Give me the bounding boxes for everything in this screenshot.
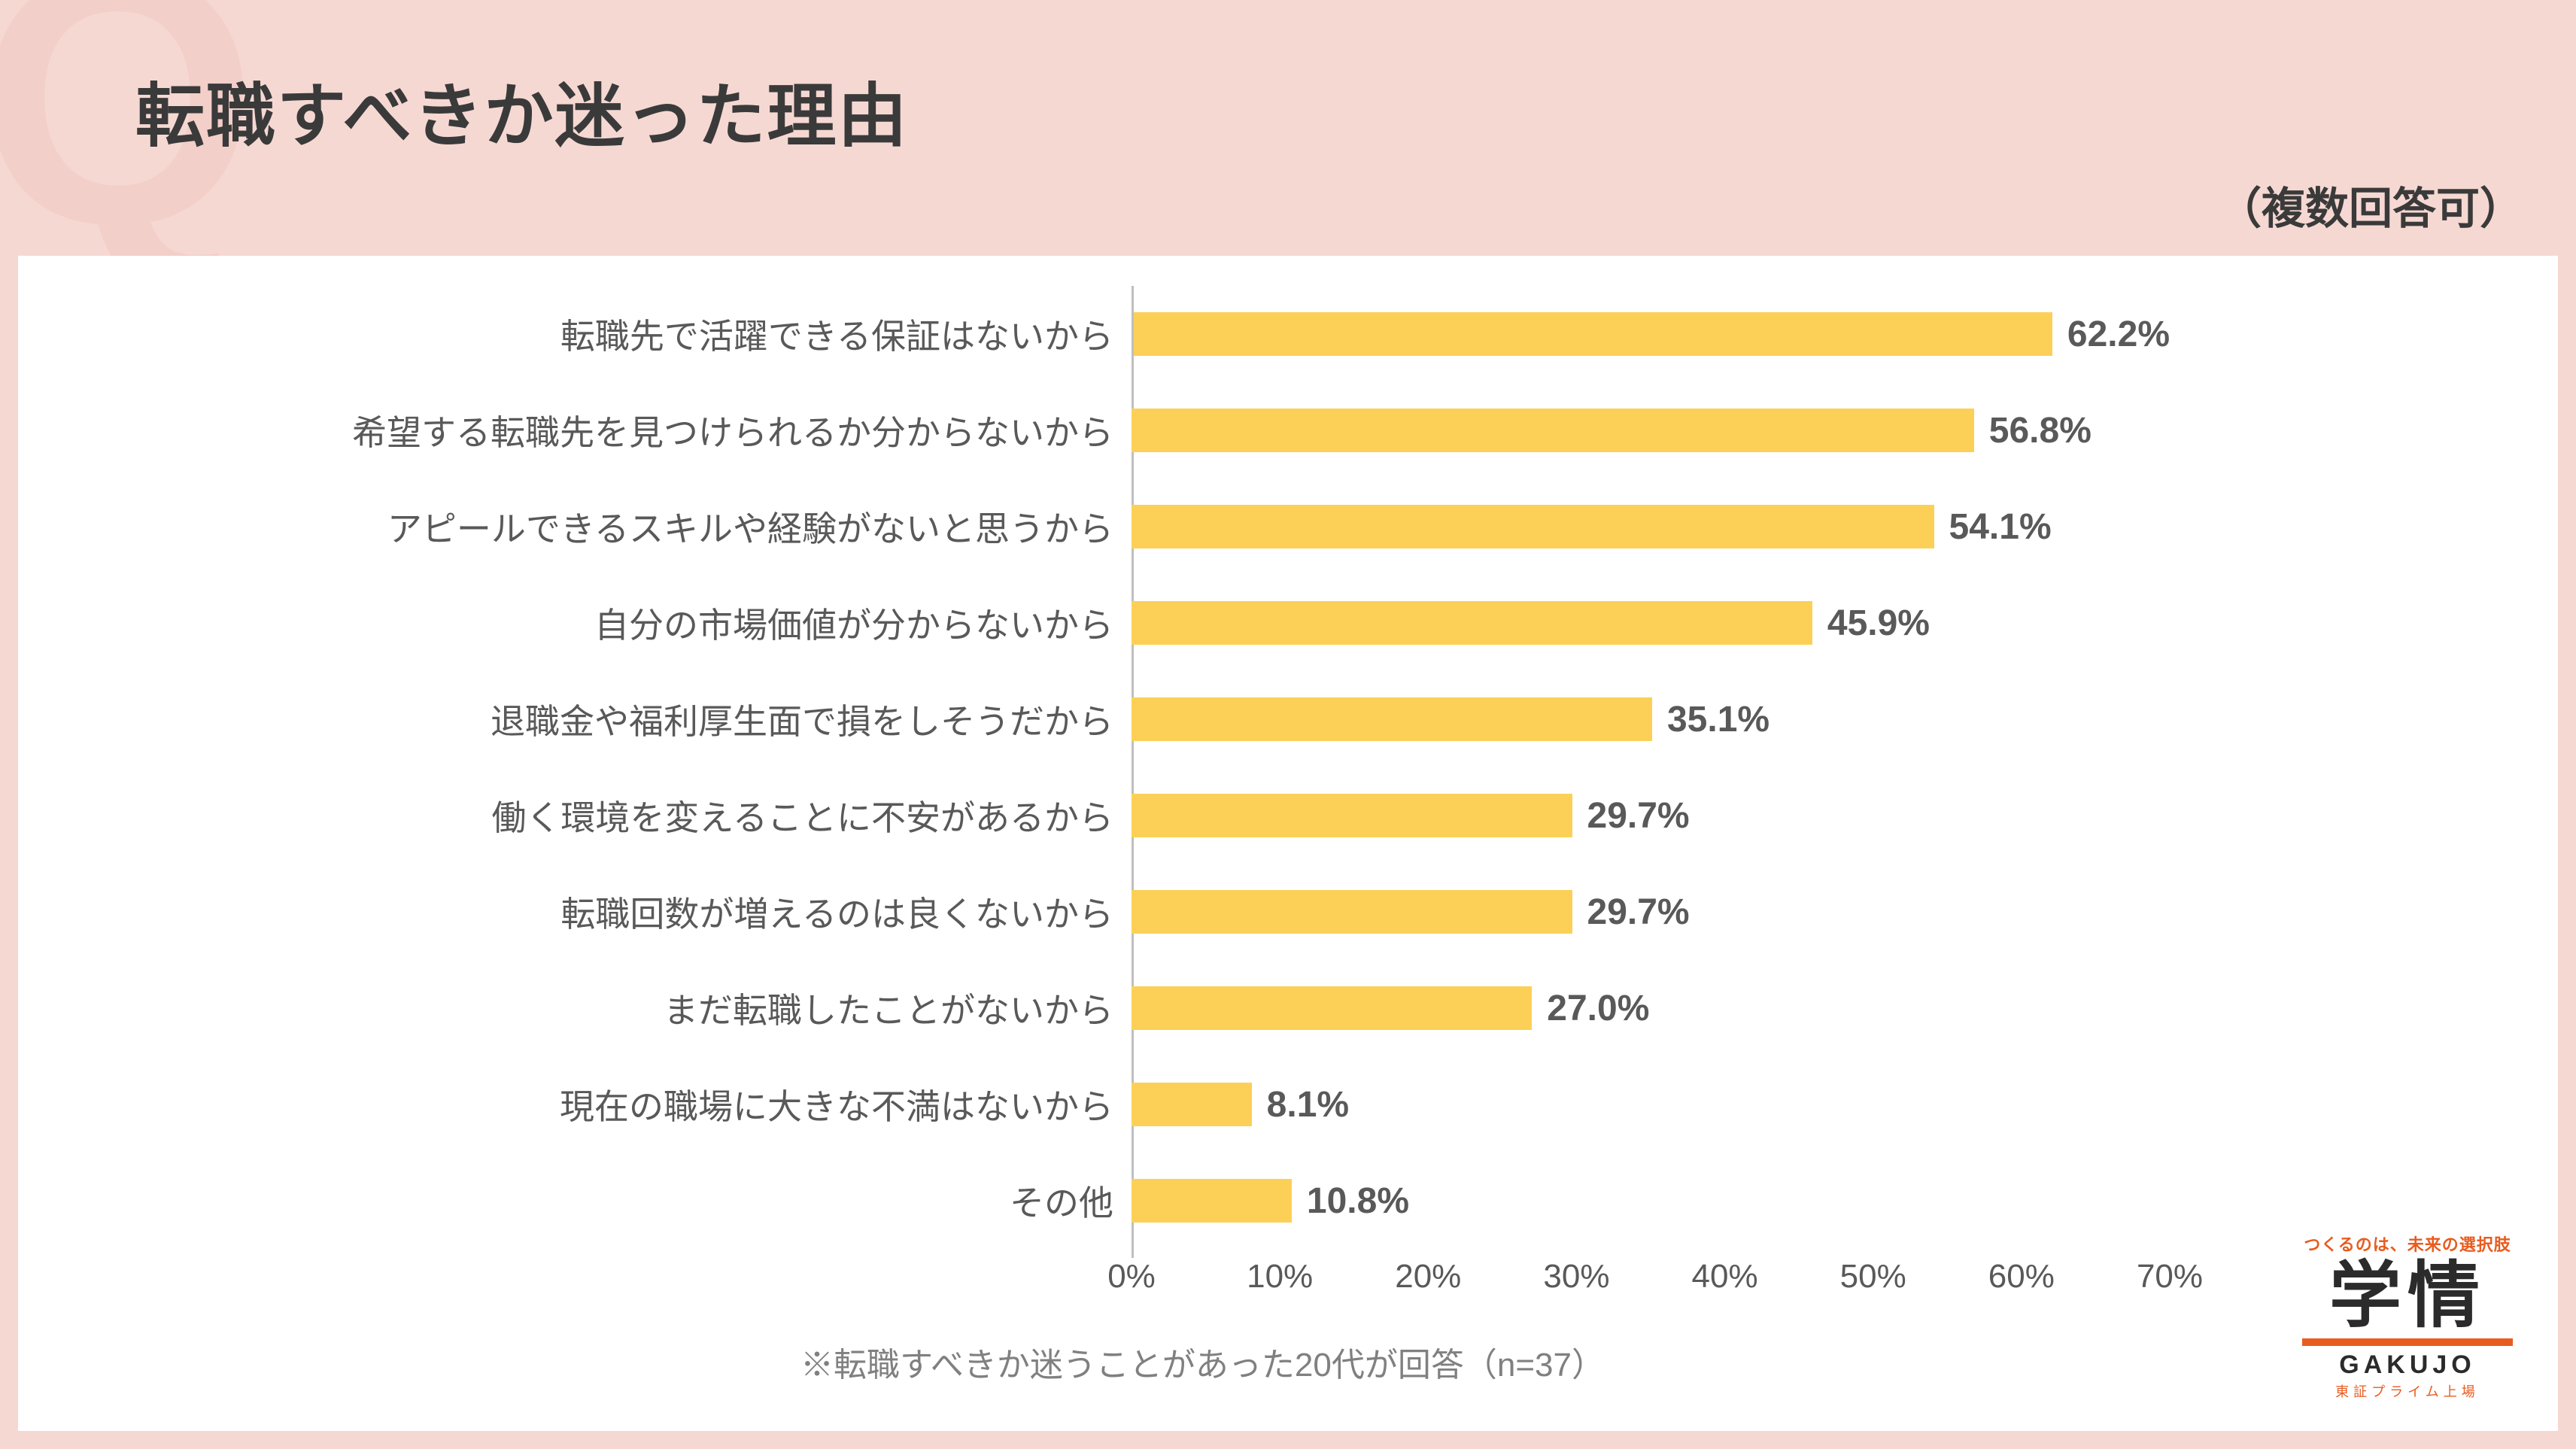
logo-main: 学情	[2302, 1260, 2513, 1332]
bar-label: 現在の職場に大きな不満はないから	[63, 1080, 1132, 1129]
bar-track: 27.0%	[1132, 960, 2170, 1056]
bar	[1132, 1179, 1292, 1223]
bar	[1132, 890, 1572, 934]
bar	[1132, 1083, 1252, 1126]
bar-track: 62.2%	[1132, 286, 2170, 382]
bar	[1132, 601, 1812, 645]
slide-root: Q 転職すべきか迷った理由 （複数回答可） 転職先で活躍できる保証はないから 62…	[0, 0, 2576, 1449]
bar-track: 35.1%	[1132, 671, 2170, 767]
x-axis-ticks: 0%10%20%30%40%50%60%70%	[1132, 1258, 2170, 1303]
bar	[1132, 794, 1572, 837]
bar-row: アピールできるスキルや経験がないと思うから 54.1%	[63, 478, 2197, 575]
bar-track: 29.7%	[1132, 767, 2170, 864]
x-axis: 0%10%20%30%40%50%60%70%	[63, 1258, 2197, 1303]
x-tick: 0%	[1107, 1258, 1156, 1296]
logo-block: つくるのは、未来の選択肢 学情 GAKUJO 東証プライム上場	[2302, 1232, 2513, 1401]
bar-value: 35.1%	[1667, 699, 1769, 740]
bar-row: 希望する転職先を見つけられるか分からないから 56.8%	[63, 382, 2197, 478]
bar	[1132, 312, 2052, 356]
bar-value: 45.9%	[1827, 603, 1930, 644]
bar-track: 10.8%	[1132, 1153, 2170, 1249]
bar-label: 希望する転職先を見つけられるか分からないから	[63, 406, 1132, 455]
bar-track: 54.1%	[1132, 478, 2170, 575]
bar-value: 29.7%	[1587, 892, 1690, 933]
bar-label: まだ転職したことがないから	[63, 983, 1132, 1033]
bar-row: 退職金や福利厚生面で損をしそうだから 35.1%	[63, 671, 2197, 767]
x-tick: 40%	[1692, 1258, 1758, 1296]
bar	[1132, 505, 1934, 548]
bar-value: 27.0%	[1547, 988, 1649, 1029]
chart-footnote: ※転職すべきか迷うことがあった20代が回答（n=37）	[800, 1338, 1605, 1386]
bar-track: 8.1%	[1132, 1056, 2170, 1153]
bar-label: その他	[63, 1176, 1132, 1226]
x-tick: 70%	[2137, 1258, 2203, 1296]
logo-underline	[2302, 1338, 2513, 1346]
bar-rows-container: 転職先で活躍できる保証はないから 62.2% 希望する転職先を見つけられるか分からな…	[63, 286, 2197, 1249]
bar-track: 29.7%	[1132, 864, 2170, 960]
bar-value: 54.1%	[1949, 506, 2052, 548]
bar-label: 働く環境を変えることに不安があるから	[63, 791, 1132, 840]
bar-row: まだ転職したことがないから 27.0%	[63, 960, 2197, 1056]
logo-sub: 東証プライム上場	[2302, 1381, 2513, 1401]
bar-value: 10.8%	[1307, 1180, 1409, 1222]
bar-row: 現在の職場に大きな不満はないから 8.1%	[63, 1056, 2197, 1153]
x-tick: 10%	[1247, 1258, 1313, 1296]
bar-row: 転職先で活躍できる保証はないから 62.2%	[63, 286, 2197, 382]
bar-track: 56.8%	[1132, 382, 2170, 478]
chart-panel: 転職先で活躍できる保証はないから 62.2% 希望する転職先を見つけられるか分からな…	[18, 256, 2558, 1431]
bar-value: 62.2%	[2067, 314, 2170, 355]
bar	[1132, 697, 1652, 741]
bar-row: 自分の市場価値が分からないから 45.9%	[63, 575, 2197, 671]
x-tick: 30%	[1543, 1258, 1609, 1296]
bar-value: 8.1%	[1267, 1084, 1349, 1125]
header-band: Q 転職すべきか迷った理由 （複数回答可）	[0, 0, 2576, 256]
bar-row: 働く環境を変えることに不安があるから 29.7%	[63, 767, 2197, 864]
bar-label: 転職先で活躍できる保証はないから	[63, 309, 1132, 359]
logo-en: GAKUJO	[2302, 1350, 2513, 1380]
x-tick: 60%	[1988, 1258, 2055, 1296]
bar-label: 自分の市場価値が分からないから	[63, 598, 1132, 648]
bar-row: その他 10.8%	[63, 1153, 2197, 1249]
bar	[1132, 409, 1974, 452]
bar-value: 29.7%	[1587, 795, 1690, 837]
bar-label: 退職金や福利厚生面で損をしそうだから	[63, 694, 1132, 744]
bar-label: 転職回数が増えるのは良くないから	[63, 887, 1132, 937]
slide-title: 転職すべきか迷った理由	[135, 60, 909, 160]
bar-label: アピールできるスキルや経験がないと思うから	[63, 502, 1132, 551]
bar	[1132, 986, 1532, 1030]
slide-subtitle: （複数回答可）	[2218, 173, 2523, 236]
bar-value: 56.8%	[1989, 410, 2091, 451]
chart-area: 転職先で活躍できる保証はないから 62.2% 希望する転職先を見つけられるか分からな…	[63, 286, 2197, 1303]
x-tick: 20%	[1395, 1258, 1461, 1296]
logo-tagline: つくるのは、未来の選択肢	[2302, 1232, 2513, 1256]
x-tick: 50%	[1840, 1258, 1906, 1296]
bar-row: 転職回数が増えるのは良くないから 29.7%	[63, 864, 2197, 960]
bar-track: 45.9%	[1132, 575, 2170, 671]
